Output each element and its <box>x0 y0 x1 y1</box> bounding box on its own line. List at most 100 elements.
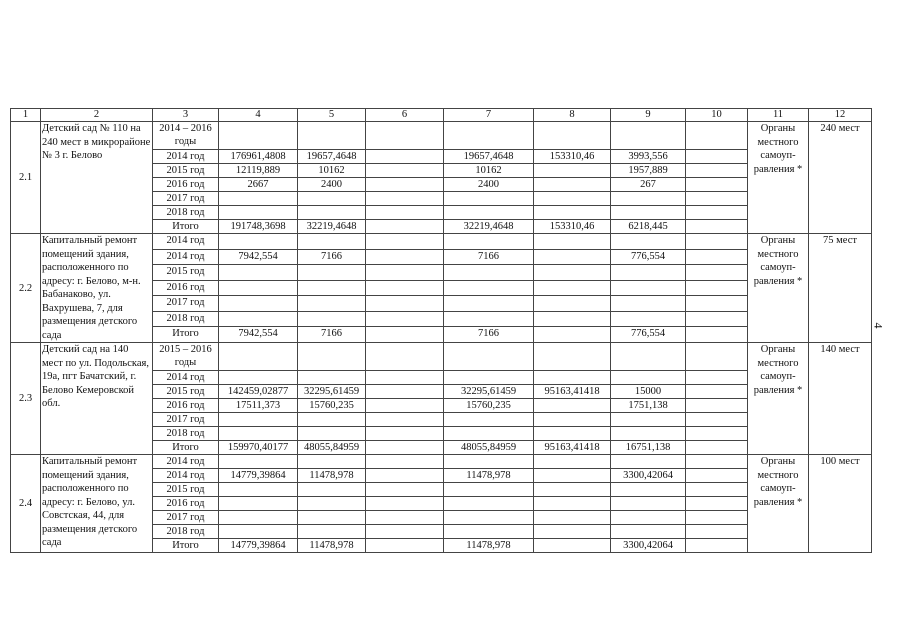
value-cell <box>533 121 611 150</box>
item-name: Детский сад № 110 на 240 мест в микрорай… <box>40 121 153 234</box>
value-cell: 19657,4648 <box>297 149 366 164</box>
value-cell <box>365 264 444 281</box>
value-cell <box>533 295 611 312</box>
value-cell <box>297 524 366 539</box>
value-cell <box>218 264 298 281</box>
value-cell <box>533 248 611 266</box>
value-cell <box>533 163 611 178</box>
column-header: 9 <box>610 108 686 122</box>
value-cell: 2400 <box>297 177 366 192</box>
value-cell <box>685 248 748 266</box>
period-cell: 2018 год <box>152 524 219 539</box>
value-cell <box>685 219 748 234</box>
value-cell <box>365 163 444 178</box>
value-cell: 1751,138 <box>610 398 686 413</box>
table-row: 2.4 Капитальный ремонт помещений здания, … <box>10 454 872 553</box>
period-cell: 2014 год <box>152 454 219 469</box>
value-cell: 11478,978 <box>443 468 534 483</box>
value-cell <box>365 219 444 234</box>
value-cell <box>297 342 366 371</box>
value-cell <box>685 233 748 250</box>
period-cell: 2016 год <box>152 177 219 192</box>
value-cell: 32219,4648 <box>443 219 534 234</box>
value-cell <box>297 482 366 497</box>
table-row: 2015 год 12119,889 10162 10162 1957,889 <box>11 163 872 178</box>
value-cell <box>685 177 748 192</box>
value-cell <box>685 370 748 385</box>
period-cell: 2017 год <box>152 295 219 312</box>
value-cell <box>685 524 748 539</box>
value-cell <box>365 468 444 483</box>
responsible-org: Органы местного самоуп-равления * <box>747 233 809 343</box>
value-cell <box>297 121 366 150</box>
period-cell: 2015 год <box>152 264 219 281</box>
value-cell <box>218 233 298 250</box>
value-cell <box>218 524 298 539</box>
period-cell: 2017 год <box>152 510 219 525</box>
column-header: 1 <box>10 108 41 122</box>
value-cell <box>365 398 444 413</box>
value-cell <box>365 538 444 553</box>
value-cell: 3300,42064 <box>610 468 686 483</box>
value-cell: 7942,554 <box>218 248 298 266</box>
value-cell <box>685 205 748 220</box>
value-cell: 2667 <box>218 177 298 192</box>
responsible-org: Органы местного самоуп-равления * <box>747 342 809 455</box>
value-cell <box>443 205 534 220</box>
table-row: Итого 7942,554 7166 7166 776,554 <box>11 326 872 343</box>
value-cell: 32295,61459 <box>297 384 366 399</box>
value-cell <box>685 538 748 553</box>
value-cell <box>218 454 298 469</box>
value-cell <box>365 412 444 427</box>
value-cell: 176961,4808 <box>218 149 298 164</box>
period-cell: Итого <box>152 440 219 455</box>
value-cell <box>533 482 611 497</box>
value-cell: 32219,4648 <box>297 219 366 234</box>
table-row: Итого 191748,3698 32219,4648 32219,4648 1533… <box>11 219 872 234</box>
value-cell <box>218 496 298 511</box>
column-header: 3 <box>152 108 219 122</box>
column-header: 12 <box>808 108 872 122</box>
value-cell <box>533 398 611 413</box>
value-cell <box>297 412 366 427</box>
value-cell <box>365 310 444 328</box>
value-cell <box>297 233 366 250</box>
value-cell: 776,554 <box>610 248 686 266</box>
value-cell <box>610 496 686 511</box>
value-cell <box>218 412 298 427</box>
page-number: 4 <box>871 322 886 329</box>
value-cell <box>610 482 686 497</box>
value-cell <box>685 191 748 206</box>
value-cell <box>443 370 534 385</box>
value-cell <box>685 440 748 455</box>
value-cell: 6218,445 <box>610 219 686 234</box>
period-cell: 2015 год <box>152 163 219 178</box>
value-cell: 7166 <box>443 248 534 266</box>
expected-result: 240 мест <box>808 121 872 234</box>
item-number: 2.4 <box>10 454 41 553</box>
table-row: 2016 год 17511,373 15760,235 15760,235 1751,… <box>11 398 872 413</box>
value-cell: 7166 <box>443 326 534 343</box>
value-cell <box>365 248 444 266</box>
period-cell: 2015 год <box>152 482 219 497</box>
value-cell <box>533 496 611 511</box>
value-cell <box>610 295 686 312</box>
value-cell <box>685 279 748 297</box>
value-cell <box>685 398 748 413</box>
value-cell <box>218 205 298 220</box>
value-cell <box>443 121 534 150</box>
value-cell <box>533 279 611 297</box>
value-cell <box>533 426 611 441</box>
value-cell <box>610 342 686 371</box>
period-cell: 2018 год <box>152 205 219 220</box>
table-row: Итого 14779,39864 11478,978 11478,978 3300,4… <box>11 538 872 553</box>
value-cell <box>685 496 748 511</box>
value-cell: 11478,978 <box>297 468 366 483</box>
item-number: 2.3 <box>10 342 41 455</box>
expected-result: 140 мест <box>808 342 872 455</box>
column-header: 6 <box>365 108 444 122</box>
value-cell <box>365 482 444 497</box>
period-cell: Итого <box>152 219 219 234</box>
value-cell <box>218 482 298 497</box>
period-cell: 2015 – 2016 годы <box>152 342 219 371</box>
